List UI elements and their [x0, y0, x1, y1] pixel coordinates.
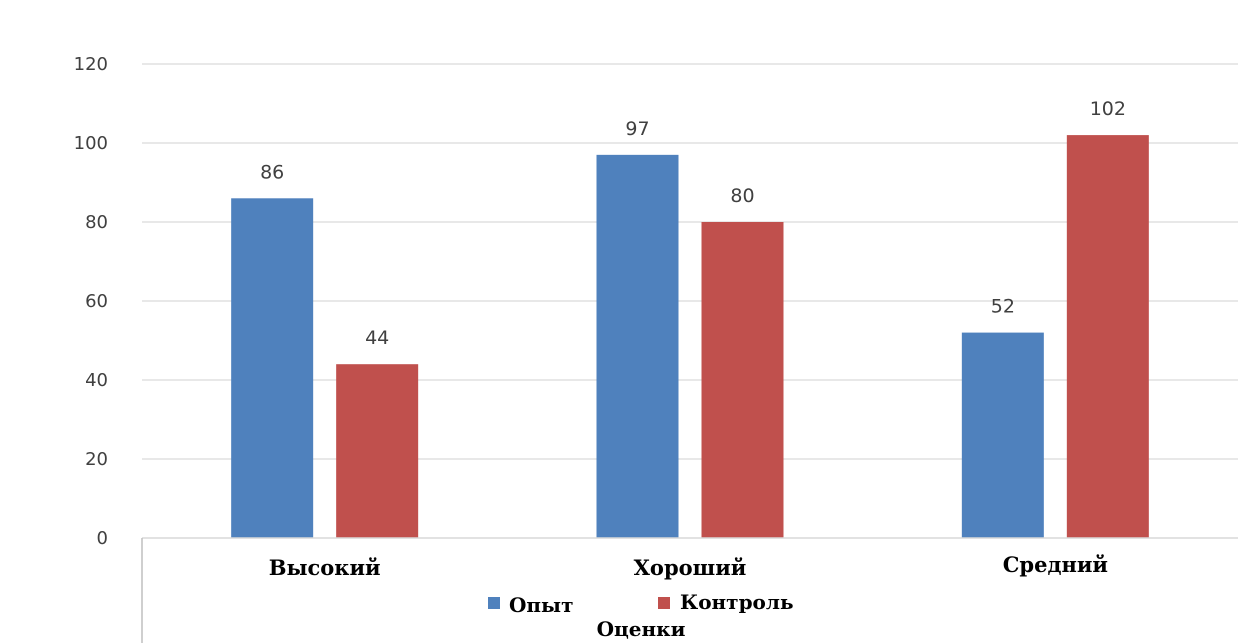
data-label: 52: [991, 296, 1015, 318]
legend: Опыт Контроль: [488, 590, 794, 617]
bar-1-2: [597, 155, 679, 538]
bar-2-2: [702, 222, 784, 538]
y-tick-label: 40: [85, 370, 108, 391]
bar-1-1: [231, 198, 313, 538]
data-label: 80: [730, 185, 754, 207]
bar-2-1: [336, 364, 418, 538]
data-label: 97: [625, 118, 649, 140]
data-label: 44: [365, 327, 389, 349]
bar-2-3: [1067, 135, 1149, 538]
legend-swatch-series-1: [488, 597, 500, 609]
y-tick-label: 80: [85, 212, 108, 233]
y-axis-tick-labels: 0 20 40 60 80 100 120: [74, 54, 108, 549]
x-axis-title: Оценки: [597, 617, 686, 641]
legend-label-series-2: Контроль: [680, 590, 794, 614]
category-labels: Высокий Хороший Средний: [269, 552, 1108, 580]
y-tick-label: 100: [74, 133, 108, 154]
y-tick-label: 120: [74, 54, 108, 75]
legend-label-series-1: Опыт: [509, 593, 574, 617]
category-label: Хороший: [634, 555, 747, 580]
data-label: 102: [1090, 98, 1126, 120]
y-tick-label: 20: [85, 449, 108, 470]
data-labels: 86 44 97 80 52 102: [260, 98, 1126, 349]
category-label: Высокий: [269, 555, 381, 580]
category-label: Средний: [1003, 552, 1108, 577]
y-tick-label: 60: [85, 291, 108, 312]
y-tick-label: 0: [97, 528, 108, 549]
legend-swatch-series-2: [658, 597, 670, 609]
bar-1-3: [962, 333, 1044, 538]
data-label: 86: [260, 161, 284, 183]
